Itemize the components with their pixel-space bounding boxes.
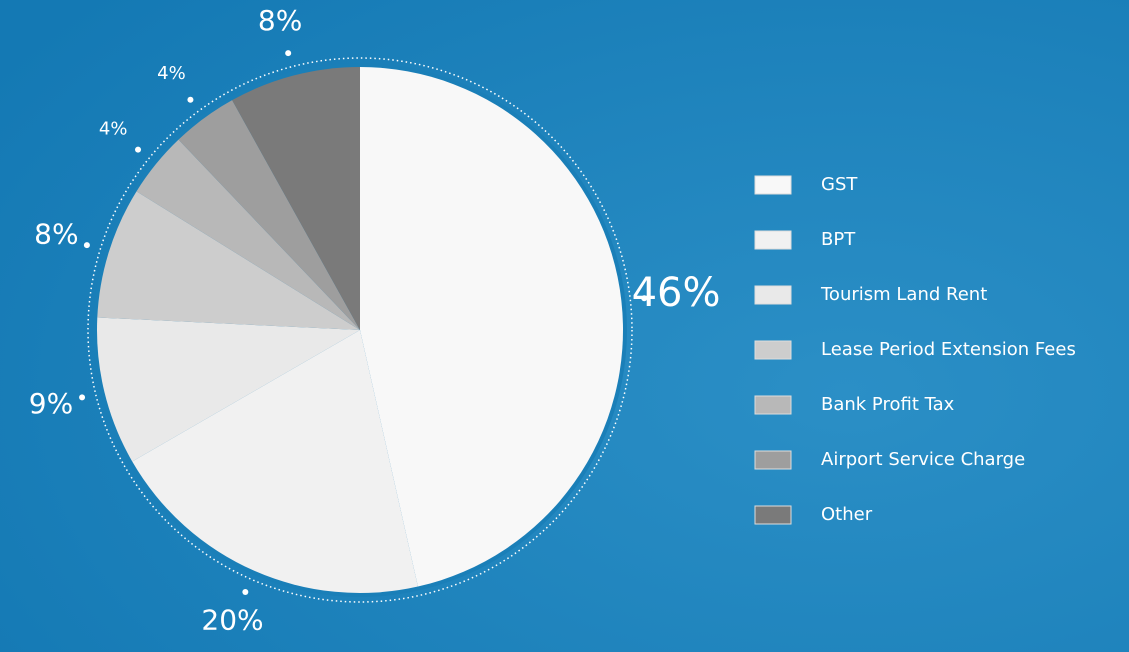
label-dot [84,242,90,248]
legend-label: BPT [821,229,856,250]
label-dot [187,97,193,103]
legend-label: Tourism Land Rent [820,284,987,305]
value-label: 9% [29,387,73,420]
label-dot [285,50,291,56]
label-dot [79,394,85,400]
legend-swatch [755,176,791,194]
value-label: 8% [34,218,78,251]
legend-label: Lease Period Extension Fees [821,339,1076,360]
value-label: 46% [632,270,721,316]
label-dot [135,147,141,153]
legend-swatch [755,341,791,359]
legend-swatch [755,451,791,469]
legend-label: Other [821,504,873,525]
value-label: 4% [157,63,186,84]
legend-label: Airport Service Charge [821,449,1025,470]
value-label: 4% [99,118,128,139]
chart: 46% 20% 9% 8% 4% 4% 8% GST BPT Tourism Land Rent L… [0,0,1129,652]
legend-label: GST [821,174,858,195]
value-label: 8% [258,4,302,37]
value-label: 20% [201,603,263,636]
legend-swatch [755,231,791,249]
legend-label: Bank Profit Tax [821,394,955,415]
legend-swatch [755,506,791,524]
legend-swatch [755,286,791,304]
label-dot [242,589,248,595]
legend-swatch [755,396,791,414]
